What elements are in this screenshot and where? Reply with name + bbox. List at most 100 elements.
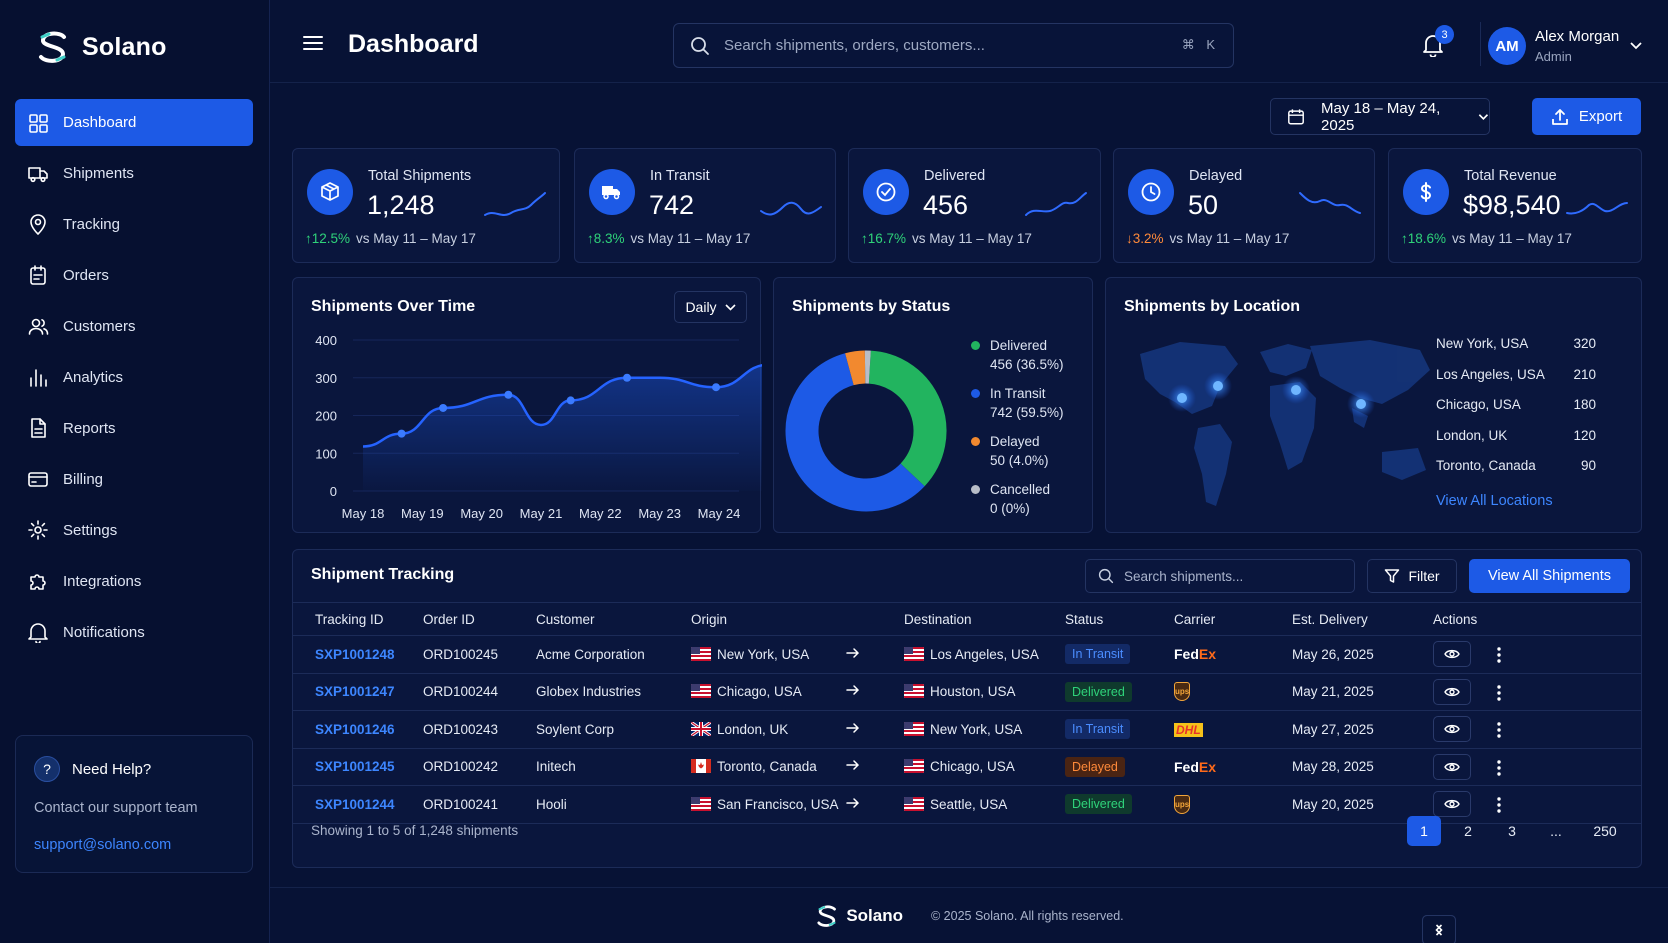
avatar[interactable]: AM — [1488, 27, 1526, 65]
global-search[interactable]: ⌘ K — [673, 23, 1234, 68]
area-fill — [363, 365, 762, 491]
flag-uk-icon — [691, 721, 717, 737]
kpi-card-total-shipments[interactable]: Total Shipments 1,248 ↑12.5% vs May 11 – Ma… — [292, 148, 560, 263]
flag-us-icon — [691, 796, 717, 812]
sidebar-item-customers[interactable]: Customers — [15, 302, 253, 350]
legend-dot — [971, 437, 980, 446]
data-point[interactable] — [504, 390, 513, 399]
tracking-id-link[interactable]: SXP1001247 — [293, 673, 423, 711]
pagination-page[interactable]: 1 — [1407, 816, 1441, 846]
column-header[interactable]: Status — [1065, 602, 1174, 636]
pagination-page[interactable]: 250 — [1593, 823, 1617, 839]
help-subtitle: Contact our support team — [34, 800, 198, 816]
column-header[interactable]: Origin — [691, 602, 904, 636]
view-all-shipments-button[interactable]: View All Shipments — [1469, 559, 1630, 593]
sidebar-item-tracking[interactable]: Tracking — [15, 200, 253, 248]
page-footer: Solano © 2025 Solano. All rights reserve… — [270, 887, 1668, 943]
sidebar-item-notifications[interactable]: Notifications — [15, 608, 253, 656]
sidebar-item-settings[interactable]: Settings — [15, 506, 253, 554]
location-row: London, UK 120 — [1436, 428, 1596, 459]
kpi-card-delayed[interactable]: Delayed 50 ↓3.2% vs May 11 – May 17 — [1113, 148, 1375, 263]
help-title-text: Need Help? — [72, 760, 152, 778]
column-header[interactable]: Destination — [904, 602, 1065, 636]
actions-cell — [1433, 785, 1641, 824]
kpi-card-total-revenue[interactable]: Total Revenue $98,540 ↑18.6% vs May 11 – Ma… — [1388, 148, 1642, 263]
column-header[interactable]: Carrier — [1174, 602, 1292, 636]
view-button[interactable] — [1433, 641, 1471, 668]
sidebar-item-integrations[interactable]: Integrations — [15, 557, 253, 605]
kpi-card-in-transit[interactable]: In Transit 742 ↑8.3% vs May 11 – May 17 — [574, 148, 836, 263]
pagination-page[interactable]: 3 — [1508, 823, 1516, 839]
data-point[interactable] — [439, 403, 448, 412]
view-button[interactable] — [1433, 753, 1471, 780]
x-tick-label: May 19 — [401, 506, 444, 521]
more-vertical-icon[interactable] — [1497, 759, 1501, 779]
table-row[interactable]: SXP1001248 ORD100245 Acme Corporation New Y… — [293, 635, 1641, 674]
column-header[interactable]: Tracking ID — [293, 602, 423, 636]
kpi-delta-percent: ↑12.5% — [305, 231, 350, 246]
user-name[interactable]: Alex Morgan — [1535, 28, 1620, 45]
view-button[interactable] — [1433, 678, 1471, 705]
data-point[interactable] — [712, 383, 721, 392]
column-header[interactable]: Order ID — [423, 602, 536, 636]
column-header[interactable]: Customer — [536, 602, 691, 636]
tracking-id-link[interactable]: SXP1001244 — [293, 785, 423, 824]
donut-slice-delayed[interactable] — [845, 350, 866, 386]
view-all-locations-link[interactable]: View All Locations — [1436, 493, 1553, 509]
arrow-right-icon — [846, 759, 860, 774]
sidebar-item-dashboard[interactable]: Dashboard — [15, 99, 253, 146]
data-point[interactable] — [397, 429, 406, 438]
sidebar-item-reports[interactable]: Reports — [15, 404, 253, 452]
global-search-input[interactable] — [724, 37, 1164, 54]
kpi-delta: ↑8.3% vs May 11 – May 17 — [587, 231, 750, 246]
kpi-card-delivered[interactable]: Delivered 456 ↑16.7% vs May 11 – May 17 — [848, 148, 1101, 263]
view-button[interactable] — [1433, 716, 1471, 743]
pagination: 1 2 3... 250 — [1407, 816, 1627, 943]
table-row[interactable]: SXP1001247 ORD100244 Globex Industries Chic… — [293, 673, 1641, 711]
tracking-id-link[interactable]: SXP1001246 — [293, 710, 423, 749]
tracking-id-link[interactable]: SXP1001248 — [293, 635, 423, 674]
brand-logo[interactable]: Solano — [34, 28, 167, 66]
table-search-input[interactable] — [1124, 568, 1344, 584]
kpi-compare: vs May 11 – May 17 — [630, 231, 751, 246]
clipboard-icon — [30, 265, 46, 285]
shipments-by-location-card: Shipments by Location New York, USA 320 Lo… — [1105, 277, 1642, 533]
sidebar-item-orders[interactable]: Orders — [15, 251, 253, 299]
carrier-logo-fedex: FedEx — [1174, 758, 1217, 775]
more-vertical-icon[interactable] — [1497, 797, 1501, 816]
donut-slice-delivered[interactable] — [868, 350, 947, 487]
support-email-link[interactable]: support@solano.com — [34, 837, 172, 853]
column-header[interactable]: Actions — [1433, 602, 1641, 636]
more-vertical-icon[interactable] — [1497, 647, 1501, 666]
menu-icon[interactable] — [302, 34, 324, 52]
sidebar-item-shipments[interactable]: Shipments — [15, 149, 253, 197]
filter-button[interactable]: Filter — [1367, 559, 1457, 593]
column-header[interactable]: Est. Delivery — [1292, 602, 1433, 636]
export-button[interactable]: Export — [1532, 98, 1641, 135]
pagination-next-button[interactable] — [1422, 915, 1456, 943]
pagination-page[interactable]: 2 — [1464, 823, 1472, 839]
table-row[interactable]: SXP1001244 ORD100241 Hooli San Francisco, U… — [293, 785, 1641, 824]
data-point[interactable] — [623, 373, 632, 382]
destination-text: Seattle, USA — [930, 796, 1008, 812]
tracking-id-link[interactable]: SXP1001245 — [293, 748, 423, 786]
kpi-delta-value: 18.6% — [1407, 231, 1447, 246]
date-range-picker[interactable]: May 18 – May 24, 2025 — [1270, 98, 1490, 135]
location-name: Chicago, USA — [1436, 397, 1521, 412]
table-row[interactable]: SXP1001245 ORD100242 Initech Toronto, Canad… — [293, 748, 1641, 786]
table-search[interactable] — [1085, 559, 1355, 593]
more-vertical-icon[interactable] — [1497, 722, 1501, 741]
data-point[interactable] — [566, 396, 575, 405]
kpi-sparkline — [484, 192, 546, 216]
actions-cell — [1433, 635, 1641, 674]
donut-slice-in-transit[interactable] — [785, 353, 925, 512]
sidebar-item-analytics[interactable]: Analytics — [15, 353, 253, 401]
chevron-down-icon[interactable] — [1629, 40, 1643, 50]
document-icon — [31, 418, 46, 438]
table-row[interactable]: SXP1001246 ORD100243 Soylent Corp London, U… — [293, 710, 1641, 749]
view-button[interactable] — [1433, 791, 1471, 818]
sidebar-item-billing[interactable]: Billing — [15, 455, 253, 503]
location-count: 320 — [1573, 336, 1596, 351]
more-vertical-icon[interactable] — [1497, 684, 1501, 704]
period-select[interactable]: Daily — [674, 291, 747, 323]
